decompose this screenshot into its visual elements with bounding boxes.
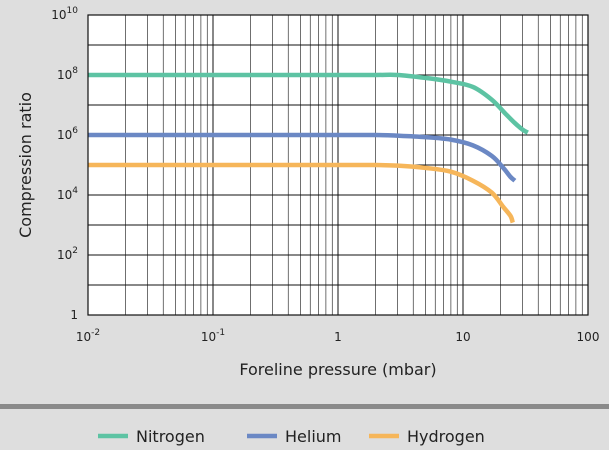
y-axis-label: Compression ratio xyxy=(16,92,35,238)
x-tick-labels: 10-2 10-1 1 10 100 xyxy=(76,328,600,344)
y-tick-label: 1010 xyxy=(51,6,78,22)
y-tick-labels: 1 102 104 106 108 1010 xyxy=(51,6,78,322)
legend: Nitrogen Helium Hydrogen xyxy=(98,427,485,446)
y-tick-label: 106 xyxy=(57,126,78,142)
y-tick-label: 104 xyxy=(57,186,78,202)
legend-label-nitrogen: Nitrogen xyxy=(136,427,205,446)
x-tick-label: 10-2 xyxy=(76,328,100,344)
x-tick-label: 10 xyxy=(455,330,470,344)
x-tick-label: 100 xyxy=(577,330,600,344)
series-line-helium xyxy=(88,132,517,183)
series-layer xyxy=(87,72,529,224)
y-tick-label: 102 xyxy=(57,246,78,262)
legend-divider xyxy=(0,404,609,409)
series-line-nitrogen xyxy=(87,72,529,135)
x-tick-label: 1 xyxy=(334,330,342,344)
legend-label-helium: Helium xyxy=(285,427,342,446)
plot-frame xyxy=(87,14,589,316)
x-axis-label: Foreline pressure (mbar) xyxy=(239,360,436,379)
series-line-hydrogen xyxy=(88,162,515,224)
y-tick-label: 108 xyxy=(57,66,78,82)
y-tick-label: 1 xyxy=(70,308,78,322)
x-tick-label: 10-1 xyxy=(201,328,225,344)
legend-label-hydrogen: Hydrogen xyxy=(407,427,485,446)
